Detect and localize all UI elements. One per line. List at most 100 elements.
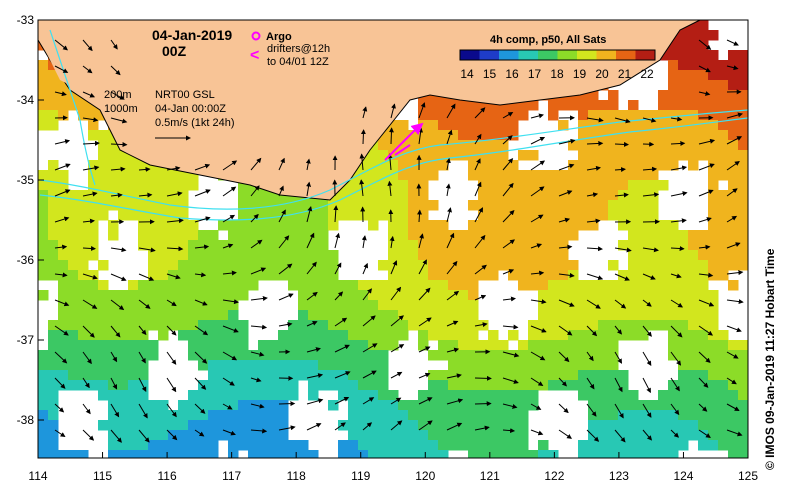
sst-cell (348, 210, 359, 221)
sst-cell (208, 310, 219, 321)
sst-cell (578, 330, 589, 341)
sst-cell (298, 370, 309, 381)
sst-cell (568, 200, 579, 211)
current-arrow-icon (82, 117, 99, 123)
sst-cell (498, 380, 509, 391)
sst-cell (438, 430, 449, 441)
sst-cell (558, 370, 569, 381)
sst-cell (188, 250, 199, 261)
sst-cell (328, 320, 339, 331)
sst-cell (88, 220, 99, 231)
current-arrow-icon (334, 344, 350, 353)
sst-cell (168, 190, 179, 201)
sst-cell (628, 230, 639, 241)
sst-cell (728, 430, 739, 441)
sst-cell (88, 360, 99, 371)
sst-cell (68, 330, 79, 341)
current-arrow-icon (726, 188, 738, 197)
current-arrow-icon (418, 287, 431, 301)
sst-cell (88, 340, 99, 351)
sst-cell (308, 360, 319, 371)
sst-cell (208, 250, 219, 261)
sst-cell (588, 280, 599, 291)
sst-cell (438, 150, 449, 161)
sst-cell (728, 360, 739, 371)
sst-cell (418, 280, 429, 291)
y-tick-label: -37 (17, 333, 35, 347)
sst-cell (638, 310, 649, 321)
sst-cell (108, 220, 119, 231)
sst-cell (218, 280, 229, 291)
sst-cell (138, 200, 149, 211)
sst-cell (128, 370, 139, 381)
sst-cell (578, 290, 589, 301)
sst-cell (608, 110, 619, 121)
sst-cell (448, 270, 459, 281)
sst-cell (228, 220, 239, 231)
sst-cell (298, 340, 309, 351)
sst-cell (688, 150, 699, 161)
sst-cell (98, 330, 109, 341)
sst-cell (528, 330, 539, 341)
sst-cell (448, 430, 459, 441)
current-arrow-icon (360, 129, 366, 145)
sst-cell (458, 240, 469, 251)
sst-cell (48, 390, 59, 401)
current-arrow-icon (306, 321, 318, 327)
current-arrow-icon (502, 403, 518, 409)
sst-cell (278, 330, 289, 341)
sst-cell (188, 290, 199, 301)
current-arrow-icon (388, 127, 394, 145)
sst-cell (278, 340, 289, 351)
sst-cell (108, 410, 119, 421)
sst-cell (628, 270, 639, 281)
sst-cell (338, 450, 349, 458)
sst-cell (688, 290, 699, 301)
sst-cell (698, 80, 709, 91)
current-arrow-icon (222, 186, 237, 197)
current-arrow-icon (726, 215, 738, 223)
sst-cell (458, 340, 469, 351)
sst-cell (708, 30, 719, 41)
sst-cell (78, 290, 89, 301)
sst-cell (448, 140, 459, 151)
sst-cell (498, 170, 509, 181)
sst-cell (418, 390, 429, 401)
sst-cell (458, 120, 469, 131)
sst-cell (608, 400, 619, 411)
sst-cell (628, 330, 639, 341)
current-arrow-icon (278, 425, 296, 431)
current-arrow-icon (250, 239, 263, 249)
sst-cell (68, 320, 79, 331)
sst-cell (558, 180, 569, 191)
sst-cell (368, 420, 379, 431)
sst-cell (88, 160, 99, 171)
sst-cell (78, 310, 89, 321)
sst-cell (698, 100, 709, 111)
current-arrow-icon (670, 377, 680, 392)
sst-cell (58, 110, 69, 121)
sst-cell (308, 380, 319, 391)
sst-cell (98, 150, 109, 161)
sst-cell (438, 280, 449, 291)
sst-cell (368, 200, 379, 211)
sst-cell (108, 150, 119, 161)
sst-cell (598, 150, 609, 161)
sst-cell (148, 410, 159, 421)
sst-cell (68, 100, 79, 111)
sst-cell (688, 100, 699, 111)
sst-cell (708, 80, 719, 91)
sst-cell (608, 130, 619, 141)
isobath-1000-label: 1000m (104, 103, 138, 115)
sst-cell (608, 380, 619, 391)
sst-cell (428, 240, 439, 251)
sst-cell (68, 370, 79, 381)
sst-cell (278, 370, 289, 381)
current-arrow-icon (726, 325, 742, 333)
sst-cell (678, 300, 689, 311)
current-arrow-icon (166, 191, 183, 197)
sst-cell (488, 260, 499, 271)
sst-cell (328, 290, 339, 301)
coastline (38, 20, 701, 201)
sst-cell (608, 440, 619, 451)
